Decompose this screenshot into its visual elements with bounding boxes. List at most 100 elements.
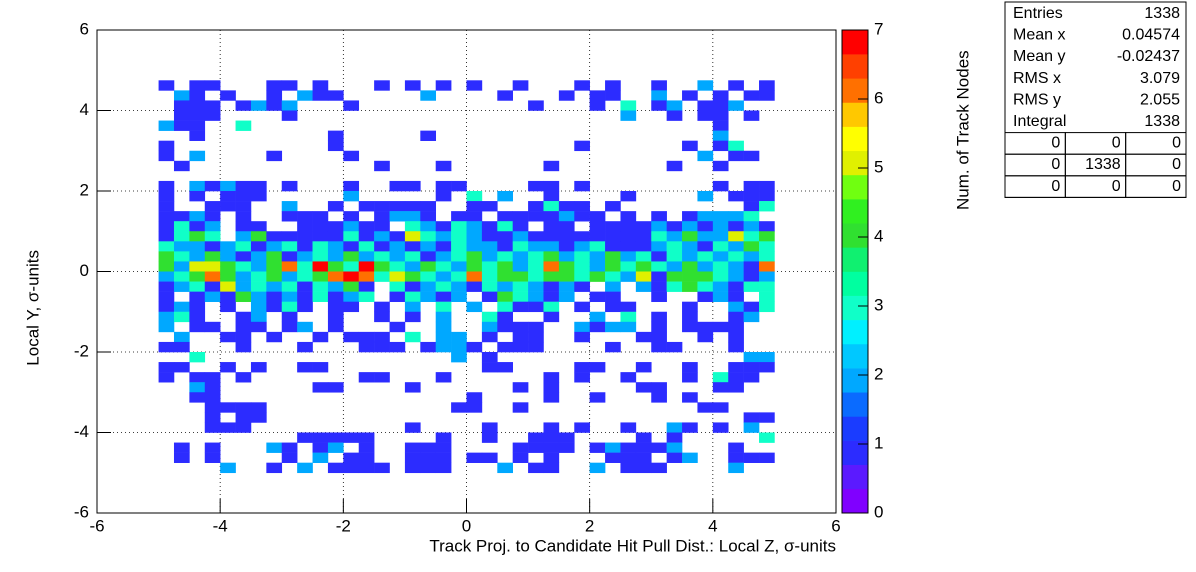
heat-cell [451, 331, 467, 343]
stats-value: 0.04574 [1122, 27, 1180, 44]
heat-cell [189, 110, 206, 121]
heat-cell [404, 201, 421, 212]
heat-cell [266, 331, 283, 343]
heat-cell [435, 301, 452, 313]
heat-cell [558, 281, 575, 292]
heat-cell [435, 80, 452, 91]
heat-cell [250, 231, 267, 242]
heat-cell [697, 321, 714, 333]
heat-cell [743, 281, 760, 292]
heat-cell [743, 261, 760, 272]
heat-cell [189, 251, 206, 262]
heat-cell [558, 221, 575, 232]
heat-cell [189, 301, 206, 313]
heat-cell [343, 331, 360, 343]
heat-cell [374, 201, 390, 212]
heat-cell [728, 362, 744, 373]
heat-cell [682, 301, 698, 313]
heat-cell [435, 271, 452, 282]
heat-cell [297, 341, 313, 353]
heat-cell [497, 291, 513, 302]
heat-cell [743, 241, 760, 252]
heat-cell [497, 241, 513, 252]
y-tick-label: 4 [80, 100, 89, 119]
heat-cell [173, 261, 190, 272]
heat-cell [605, 261, 621, 272]
heat-cell [189, 100, 206, 111]
heat-cell [435, 311, 452, 323]
heat-cell [266, 241, 283, 252]
y-tick-label: 0 [80, 261, 89, 280]
heat-cell [651, 331, 667, 343]
heat-cell [697, 231, 714, 242]
heat-cell [697, 211, 714, 222]
heat-cell [374, 80, 390, 91]
heat-cell [481, 261, 498, 272]
heat-cell [204, 372, 221, 383]
heat-cell [435, 432, 452, 443]
heat-cell [312, 241, 329, 252]
heat-cell [759, 241, 775, 252]
heat-cell [189, 382, 206, 393]
x-tick-label: -2 [336, 516, 351, 535]
heat-cell [543, 160, 560, 172]
heat-cell [466, 251, 483, 262]
heat-cell [697, 331, 714, 343]
heat-cell [204, 110, 221, 121]
heat-cell [189, 281, 206, 292]
heat-cell [158, 271, 175, 282]
heat-cell [605, 341, 621, 353]
stats-cell-value: 0 [1172, 178, 1181, 195]
heat-cell [728, 231, 744, 242]
heat-cell [682, 362, 698, 373]
heat-cell [682, 271, 698, 282]
colorbar-band [842, 392, 868, 417]
heat-cell [235, 331, 252, 343]
heat-cell [235, 341, 252, 353]
heat-cell [435, 180, 452, 192]
heat-cell [173, 221, 190, 232]
heat-cell [728, 191, 744, 202]
heat-cell [651, 291, 667, 302]
stats-value: 1338 [1144, 5, 1180, 22]
heat-cell [158, 80, 175, 91]
stats-box: Entries 1338 Mean x 0.04574 Mean y -0.02437 RM… [1004, 1, 1187, 198]
stats-label: Entries [1013, 5, 1063, 22]
heat-cell [343, 150, 360, 162]
heat-cell [620, 442, 637, 453]
heat-cell [389, 341, 406, 353]
heat-cell [189, 180, 206, 192]
heat-cell [312, 382, 329, 393]
heat-cell [759, 352, 775, 363]
heat-cell [189, 291, 206, 302]
heat-cell [327, 261, 344, 272]
heat-cell [528, 301, 544, 313]
heat-cell [466, 402, 483, 413]
stats-label: Mean y [1013, 48, 1065, 65]
heat-cell [743, 180, 760, 192]
heat-cell [466, 261, 483, 272]
heat-cell [682, 241, 698, 252]
heat-cell [297, 231, 313, 242]
heat-cell [512, 331, 529, 343]
heat-cell [235, 261, 252, 272]
heat-cell [682, 261, 698, 272]
heat-cell [266, 261, 283, 272]
heat-cell [605, 301, 621, 313]
colorbar-band [842, 174, 868, 200]
heat-cell [728, 211, 744, 222]
heat-cell [312, 331, 329, 343]
heat-cell [266, 442, 283, 453]
heat-cell [481, 422, 498, 433]
heat-cell [558, 211, 575, 222]
heat-cell [728, 382, 744, 393]
x-tick-label: -6 [89, 516, 104, 535]
heat-cell [374, 261, 390, 272]
heat-cell [235, 251, 252, 262]
heat-cell [528, 201, 544, 212]
heat-cell [651, 392, 667, 403]
heat-cell [682, 251, 698, 262]
heat-cell [266, 231, 283, 242]
heat-cell [404, 331, 421, 343]
heat-cell [297, 241, 313, 252]
